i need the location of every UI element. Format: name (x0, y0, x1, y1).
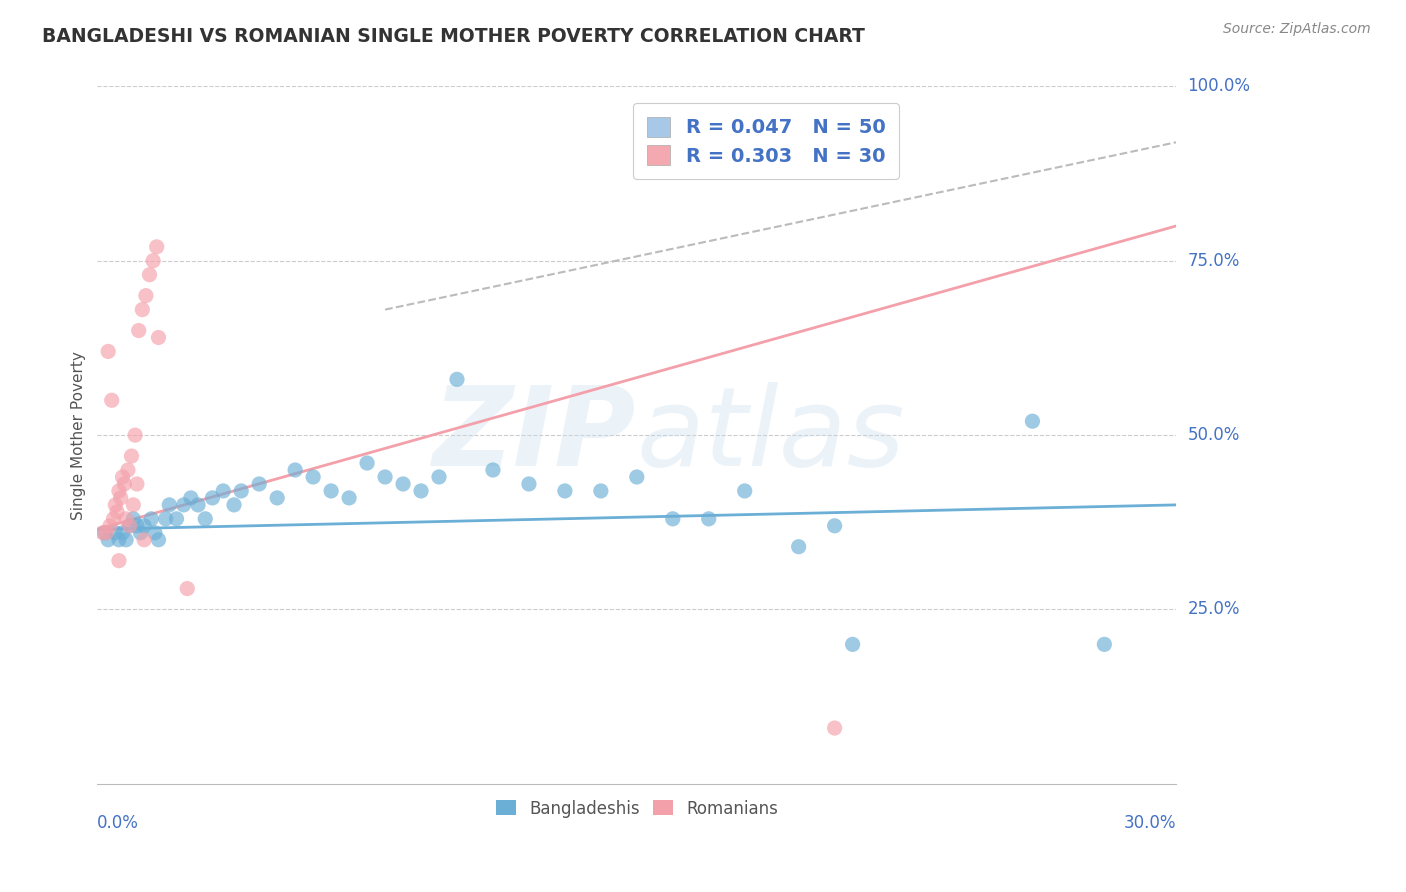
Point (356, 456, 378, 470)
Point (110, 491, 132, 505)
Point (626, 470, 648, 484)
Point (143, 525, 166, 540)
Point (97, 344, 120, 359)
Point (201, 491, 224, 505)
Point (222, 498, 245, 512)
Text: 50.0%: 50.0% (1188, 426, 1240, 444)
Point (176, 582, 198, 596)
Point (112, 477, 135, 491)
Point (122, 512, 145, 526)
Point (173, 498, 195, 512)
Point (145, 240, 167, 254)
Point (824, 721, 846, 735)
Point (100, 393, 122, 408)
Point (104, 498, 127, 512)
Point (554, 483, 576, 498)
Point (427, 470, 450, 484)
Point (337, 491, 360, 505)
Point (108, 533, 131, 547)
Point (824, 518, 846, 533)
Text: Source: ZipAtlas.com: Source: ZipAtlas.com (1223, 22, 1371, 37)
Point (132, 533, 155, 547)
Point (117, 463, 139, 477)
Point (1021, 414, 1043, 428)
Point (122, 498, 145, 512)
Point (129, 525, 152, 540)
Point (662, 512, 685, 526)
Point (787, 540, 810, 554)
Point (118, 518, 141, 533)
Point (124, 428, 146, 442)
Text: 0.0%: 0.0% (97, 814, 139, 832)
Point (148, 533, 170, 547)
Point (121, 449, 143, 463)
Point (841, 637, 863, 651)
Point (409, 483, 432, 498)
Text: 25.0%: 25.0% (1188, 600, 1240, 618)
Text: BANGLADESHI VS ROMANIAN SINGLE MOTHER POVERTY CORRELATION CHART: BANGLADESHI VS ROMANIAN SINGLE MOTHER PO… (42, 27, 865, 45)
Point (138, 268, 160, 282)
Point (108, 554, 131, 568)
Point (194, 512, 217, 526)
Text: ZIP: ZIP (433, 382, 637, 489)
Point (212, 483, 235, 498)
Point (231, 483, 253, 498)
Point (392, 477, 415, 491)
Point (118, 518, 141, 533)
Point (142, 253, 165, 268)
Point (115, 533, 138, 547)
Point (517, 477, 540, 491)
Point (91, 525, 114, 540)
Point (98, 518, 121, 533)
Text: 75.0%: 75.0% (1188, 252, 1240, 269)
Point (1092, 637, 1115, 651)
Point (302, 470, 325, 484)
Point (697, 512, 720, 526)
Point (135, 288, 157, 302)
Point (266, 491, 288, 505)
Point (247, 477, 270, 491)
Text: 100.0%: 100.0% (1188, 78, 1250, 95)
Point (97, 533, 120, 547)
Text: atlas: atlas (637, 382, 905, 489)
Y-axis label: Single Mother Poverty: Single Mother Poverty (72, 351, 86, 519)
Point (125, 518, 148, 533)
Point (166, 512, 188, 526)
Point (157, 498, 180, 512)
Point (103, 512, 125, 526)
Text: 30.0%: 30.0% (1123, 814, 1177, 832)
Point (180, 491, 202, 505)
Point (111, 470, 134, 484)
Point (131, 302, 153, 317)
Point (374, 470, 396, 484)
Point (104, 525, 127, 540)
Point (734, 483, 756, 498)
Point (148, 330, 170, 344)
Point (446, 372, 468, 386)
Point (141, 512, 163, 526)
Point (105, 505, 128, 519)
Point (589, 483, 612, 498)
Point (93, 525, 115, 540)
Point (155, 512, 177, 526)
Point (132, 518, 155, 533)
Point (284, 463, 307, 477)
Point (321, 483, 343, 498)
Point (108, 483, 131, 498)
Point (128, 324, 150, 338)
Point (187, 498, 209, 512)
Point (115, 512, 138, 526)
Point (482, 463, 505, 477)
Point (96, 525, 118, 540)
Point (125, 477, 148, 491)
Legend: Bangladeshis, Romanians: Bangladeshis, Romanians (489, 793, 785, 824)
Point (111, 525, 134, 540)
